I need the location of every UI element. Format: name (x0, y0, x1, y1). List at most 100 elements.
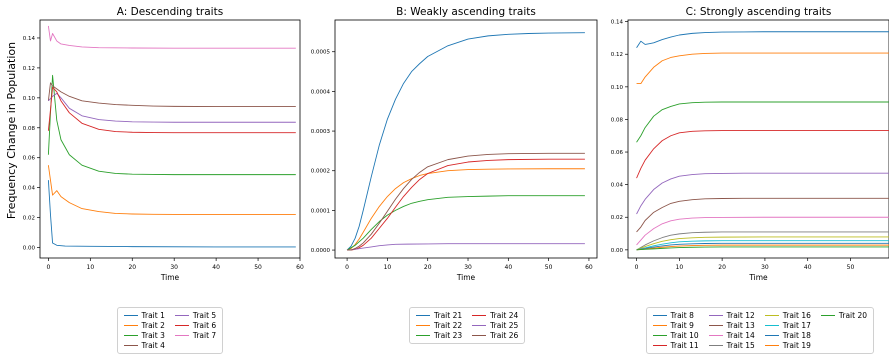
x-tick-label: 20 (718, 264, 726, 271)
legend-panel-c: Trait 8 Trait 9 Trait 10 Trait 11 Trait 12 Tr… (645, 307, 874, 354)
legend-entry: Trait 13 (708, 321, 755, 330)
series-line (636, 52, 889, 85)
legend-swatch (416, 325, 430, 326)
series-line (47, 86, 296, 134)
x-tick-label: 40 (212, 264, 220, 271)
series-line (636, 31, 889, 48)
legend-panel-b: Trait 21 Trait 22 Trait 23 Trait 24 Trait 25… (409, 307, 526, 344)
chart-title: C: Strongly ascending traits (686, 6, 832, 18)
y-tick-label: 0.0002 (311, 169, 330, 175)
series-line (347, 243, 585, 251)
y-tick-label: 0.10 (23, 96, 36, 102)
x-tick-label: 10 (384, 264, 392, 271)
series-line (47, 180, 296, 248)
legend-label: Trait 22 (434, 321, 463, 330)
series-line (347, 158, 585, 251)
legend-label: Trait 14 (726, 331, 755, 340)
legend-swatch (764, 315, 779, 316)
legend-label: Trait 5 (192, 311, 217, 320)
x-tick-label: 40 (804, 264, 812, 271)
x-tick-label: 30 (170, 264, 178, 271)
series-line (636, 242, 889, 251)
legend-swatch (652, 335, 667, 336)
chart-panel-1: B: Weakly ascending traits 0 10 20 30 40 50 60 0… (311, 6, 598, 282)
legend-label: Trait 20 (838, 311, 867, 320)
series-line (636, 130, 889, 179)
legend-swatch (174, 325, 189, 326)
series-line (347, 152, 585, 251)
x-tick-label: 30 (761, 264, 769, 271)
series-line (636, 231, 889, 251)
legend-entry: Trait 1 (123, 311, 165, 320)
y-tick-label: 0.0000 (311, 248, 331, 254)
series-line (47, 82, 296, 107)
legend-label: Trait 10 (670, 331, 699, 340)
y-tick-label: 0.04 (611, 183, 624, 189)
y-tick-label: 0.08 (23, 126, 36, 132)
legend-entry: Trait 22 (416, 321, 462, 330)
legend-swatch (416, 315, 430, 316)
chart-title: B: Weakly ascending traits (396, 6, 536, 18)
legend-entry: Trait 23 (416, 331, 462, 340)
x-tick-label: 50 (847, 264, 855, 271)
legend-swatch (123, 345, 138, 346)
x-tick-label: 20 (128, 264, 136, 271)
y-tick-label: 0.0001 (311, 208, 330, 214)
series-line (47, 165, 296, 215)
legend-label: Trait 11 (670, 341, 699, 350)
legend-label: Trait 19 (782, 341, 811, 350)
y-tick-label: 0.02 (23, 216, 35, 222)
legend-label: Trait 7 (192, 331, 217, 340)
legend-label: Trait 12 (726, 311, 755, 320)
series-line (636, 101, 889, 143)
legend-label: Trait 21 (434, 311, 463, 320)
legend-entry: Trait 25 (472, 321, 518, 330)
x-tick-label: 0 (635, 264, 639, 271)
series-line (47, 74, 296, 176)
y-tick-label: 0.00 (611, 248, 624, 254)
legend-entry: Trait 26 (472, 331, 518, 340)
y-tick-label: 0.12 (23, 66, 35, 72)
y-tick-label: 0.06 (611, 150, 624, 156)
x-axis-label: Time (748, 273, 768, 282)
legend-label: Trait 6 (192, 321, 217, 330)
y-tick-label: 0.0003 (311, 129, 331, 135)
series-line (346, 168, 585, 251)
series-line (346, 195, 585, 251)
legend-entry: Trait 8 (652, 311, 699, 320)
legend-swatch (416, 335, 430, 336)
legend-swatch (820, 315, 835, 316)
y-tick-label: 0.0004 (311, 89, 331, 95)
x-tick-label: 50 (545, 264, 553, 271)
legend-swatch (764, 345, 779, 346)
x-axis-label: Time (456, 273, 476, 282)
legend-entry: Trait 6 (174, 321, 217, 330)
chart-title: A: Descending traits (117, 6, 223, 18)
legend-label: Trait 17 (782, 321, 811, 330)
legend-label: Trait 8 (670, 311, 694, 320)
y-tick-label: 0.12 (611, 52, 623, 58)
legend-entry: Trait 11 (652, 341, 699, 350)
series-line (636, 172, 889, 215)
legend-swatch (472, 335, 487, 336)
series-line (47, 25, 296, 49)
x-tick-label: 60 (585, 264, 593, 271)
chart-panel-0: A: Descending traits 0 10 20 30 40 50 60 0.00 0.0… (23, 6, 304, 282)
legend-swatch (764, 335, 779, 336)
y-tick-label: 0.08 (611, 117, 624, 123)
legend-label: Trait 24 (490, 311, 519, 320)
legend-swatch (123, 335, 138, 336)
legend-swatch (174, 315, 189, 316)
legend-swatch (123, 325, 138, 326)
x-tick-label: 20 (424, 264, 432, 271)
legend-label: Trait 9 (670, 321, 694, 330)
legend-label: Trait 16 (782, 311, 811, 320)
legend-entry: Trait 15 (708, 341, 755, 350)
y-tick-label: 0.04 (23, 186, 36, 192)
legend-entry: Trait 7 (174, 331, 217, 340)
legend-entry: Trait 24 (472, 311, 518, 320)
legend-entry: Trait 21 (416, 311, 462, 320)
legend-label: Trait 26 (490, 331, 519, 340)
legend-entry: Trait 20 (820, 311, 867, 320)
